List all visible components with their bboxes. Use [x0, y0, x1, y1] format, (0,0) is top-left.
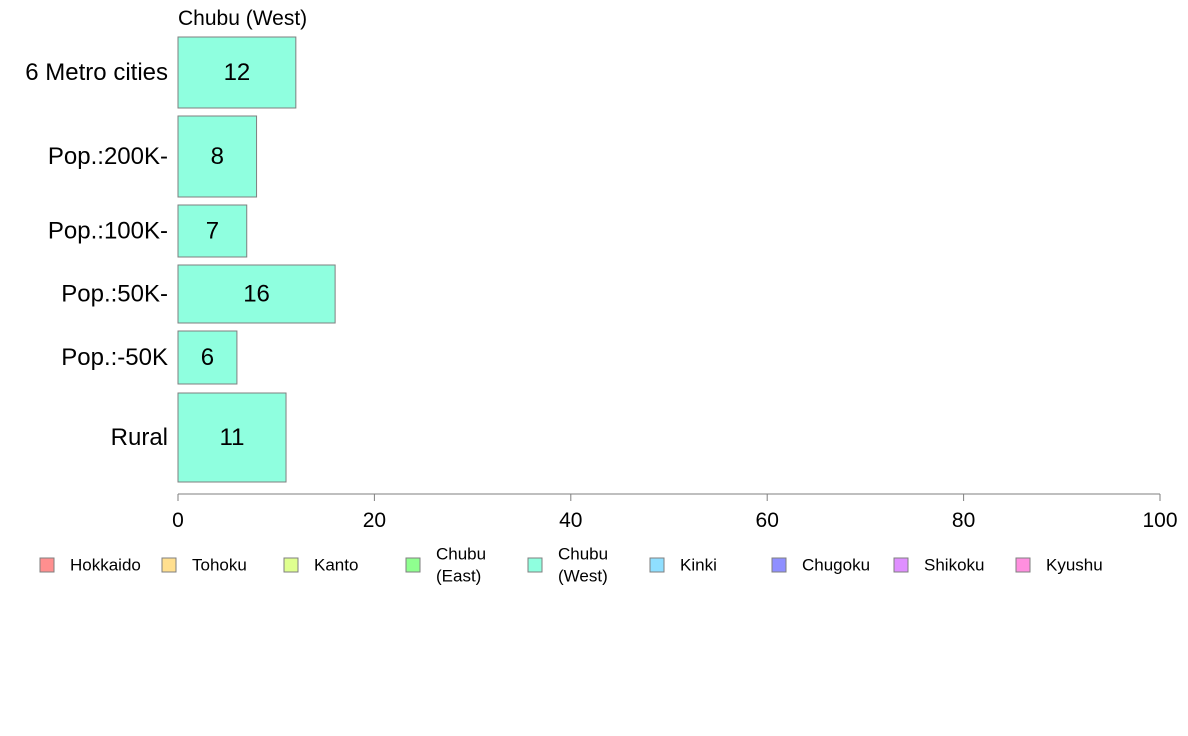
legend-label: (West) [558, 567, 608, 586]
x-tick-label: 80 [952, 509, 975, 532]
legend-swatch [39, 557, 55, 573]
category-label: 6 Metro cities [25, 59, 168, 86]
bar-value-label: 6 [201, 344, 214, 371]
category-label: Rural [111, 424, 168, 451]
legend-swatch [283, 557, 299, 573]
bar-value-label: 11 [220, 424, 245, 451]
legend-label: Kyushu [1046, 556, 1103, 575]
bar-value-label: 16 [243, 281, 270, 308]
x-tick-label: 20 [363, 509, 386, 532]
chart-title: Chubu (West) [178, 7, 307, 30]
bar [177, 392, 287, 483]
legend: Hokkaido Tohoku Kanto Chubu (East) Chubu (West… [39, 545, 1103, 586]
legend-swatch [649, 557, 665, 573]
legend-label: Tohoku [192, 556, 247, 575]
legend-label: (East) [436, 567, 481, 586]
bar-value-label: 7 [206, 218, 219, 245]
bars-layer: 12 6 Metro cities 8 Pop.:200K- 7 Pop.:100K- 16… [25, 36, 336, 483]
legend-swatch [1015, 557, 1031, 573]
x-axis: 0 20 40 60 80 100 [172, 493, 1178, 532]
legend-label: Chugoku [802, 556, 870, 575]
bar-value-label: 8 [211, 143, 224, 170]
legend-swatch [161, 557, 177, 573]
bar [177, 204, 248, 258]
legend-swatch [527, 557, 543, 573]
legend-label: Chubu [436, 545, 486, 564]
x-tick-label: 40 [559, 509, 582, 532]
legend-swatch [405, 557, 421, 573]
category-label: Pop.:100K- [48, 218, 168, 245]
x-tick-label: 100 [1142, 509, 1177, 532]
bar [177, 264, 336, 324]
bar-value-label: 12 [224, 59, 251, 86]
legend-label: Chubu [558, 545, 608, 564]
bar [177, 330, 238, 385]
category-label: Pop.:-50K [61, 344, 168, 371]
legend-label: Kanto [314, 556, 358, 575]
legend-label: Shikoku [924, 556, 984, 575]
x-tick-label: 60 [756, 509, 779, 532]
legend-label: Kinki [680, 556, 717, 575]
category-label: Pop.:200K- [48, 143, 168, 170]
legend-label: Hokkaido [70, 556, 141, 575]
bar [177, 115, 258, 198]
bar [177, 36, 297, 109]
legend-swatch [893, 557, 909, 573]
legend-swatch [771, 557, 787, 573]
category-label: Pop.:50K- [61, 281, 168, 308]
x-tick-label: 0 [172, 509, 184, 532]
